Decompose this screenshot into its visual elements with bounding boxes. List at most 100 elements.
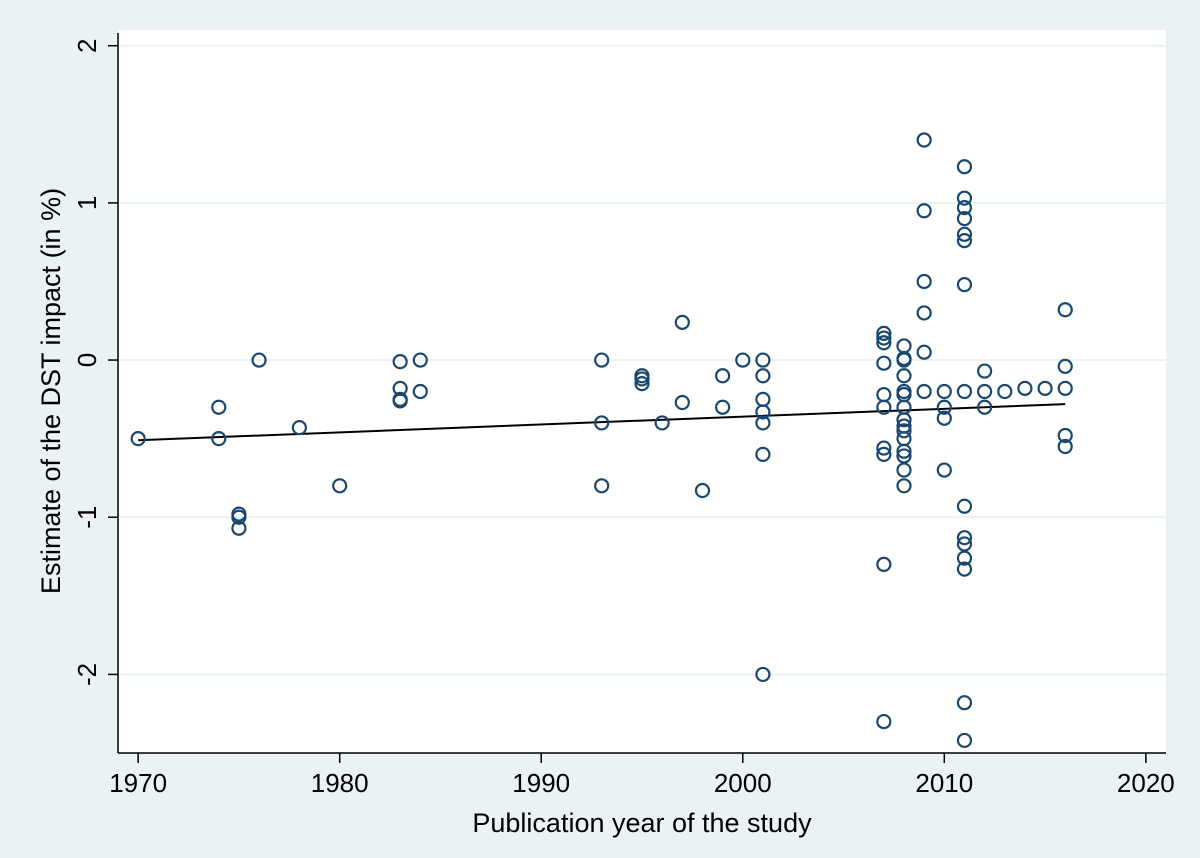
data-point: [956, 233, 973, 249]
data-point: [977, 399, 993, 415]
data-point: [916, 305, 932, 321]
data-point: [594, 478, 610, 494]
data-point: [715, 399, 731, 415]
data-point: [1037, 380, 1053, 396]
data-point: [634, 371, 650, 387]
data-point: [876, 556, 892, 572]
y-tick-label: 2: [72, 38, 102, 52]
data-point: [997, 383, 1013, 400]
data-point: [1057, 380, 1073, 396]
data-point: [755, 446, 771, 462]
data-point: [876, 446, 892, 462]
data-point: [231, 509, 247, 525]
y-tick-label: 1: [72, 196, 102, 210]
tick-labels: -2 -1 0 1 2 1970 1980 1990 2000 2010 2020: [72, 38, 1175, 798]
data-point: [956, 277, 973, 293]
y-tick-label: -2: [72, 663, 102, 686]
data-point: [956, 190, 973, 206]
data-point: [392, 354, 408, 370]
data-point: [130, 431, 146, 447]
data-point: [916, 273, 932, 290]
data-point: [936, 399, 952, 415]
data-point: [1057, 438, 1073, 455]
data-point: [896, 368, 912, 384]
data-point: [956, 561, 973, 577]
data-point: [755, 404, 771, 420]
data-point: [1057, 302, 1073, 318]
x-axis-title: Publication year of the study: [472, 808, 812, 838]
data-point: [916, 344, 932, 360]
y-tick-label: -1: [72, 506, 102, 529]
data-point: [755, 666, 771, 683]
y-axis-title: Estimate of the DST impact (in %): [36, 188, 66, 594]
y-tick-label: 0: [72, 353, 102, 367]
data-point: [755, 415, 771, 431]
data-point: [1017, 380, 1033, 396]
data-point: [956, 695, 973, 711]
data-point: [715, 368, 731, 384]
data-point: [977, 363, 993, 379]
data-point: [231, 520, 247, 536]
data-point: [674, 314, 690, 330]
data-point: [956, 159, 973, 175]
data-point: [956, 498, 973, 514]
data-point: [916, 383, 932, 400]
data-point: [956, 211, 973, 227]
data-point: [332, 478, 348, 494]
data-point: [291, 420, 307, 436]
gridlines: [118, 44, 1166, 676]
data-point: [956, 732, 973, 749]
data-point: [876, 440, 892, 456]
data-point: [956, 530, 973, 546]
data-point: [956, 200, 973, 216]
data-point: [876, 335, 892, 351]
data-point: [594, 352, 610, 368]
data-point: [956, 536, 973, 552]
data-point: [916, 132, 932, 148]
data-point: [755, 352, 771, 368]
data-point: [876, 399, 892, 415]
axes: [108, 33, 1166, 763]
data-point: [251, 352, 267, 368]
data-point: [412, 352, 428, 368]
data-point: [936, 410, 952, 426]
data-point: [896, 443, 912, 459]
data-point: [594, 415, 610, 431]
data-point: [956, 383, 973, 400]
data-point: [876, 713, 892, 730]
x-tick-label: 2020: [1117, 768, 1175, 798]
data-point: [211, 431, 227, 447]
data-point: [876, 330, 892, 346]
data-point: [412, 383, 428, 400]
data-point: [896, 478, 912, 494]
data-point: [956, 226, 973, 242]
data-point: [977, 383, 993, 400]
data-point: [1057, 427, 1073, 444]
data-point: [634, 376, 650, 392]
data-point: [896, 352, 912, 368]
data-point: [674, 394, 690, 411]
x-tick-label: 1970: [109, 768, 167, 798]
data-point: [654, 415, 670, 431]
data-point: [936, 383, 952, 400]
plot-area: [118, 30, 1166, 753]
data-point: [735, 352, 751, 368]
data-point: [876, 355, 892, 371]
data-point: [896, 462, 912, 478]
data-point: [896, 423, 912, 439]
x-tick-label: 1990: [512, 768, 570, 798]
data-point: [211, 399, 227, 415]
data-point: [896, 448, 912, 464]
data-point: [916, 203, 932, 219]
x-tick-label: 2000: [714, 768, 772, 798]
data-point: [936, 462, 952, 478]
data-point: [876, 325, 892, 341]
data-point: [956, 550, 973, 566]
data-points: [130, 132, 1073, 749]
data-point: [392, 393, 408, 409]
data-point: [755, 368, 771, 384]
data-point: [1057, 358, 1073, 374]
data-point: [896, 412, 912, 428]
x-tick-label: 2010: [915, 768, 973, 798]
